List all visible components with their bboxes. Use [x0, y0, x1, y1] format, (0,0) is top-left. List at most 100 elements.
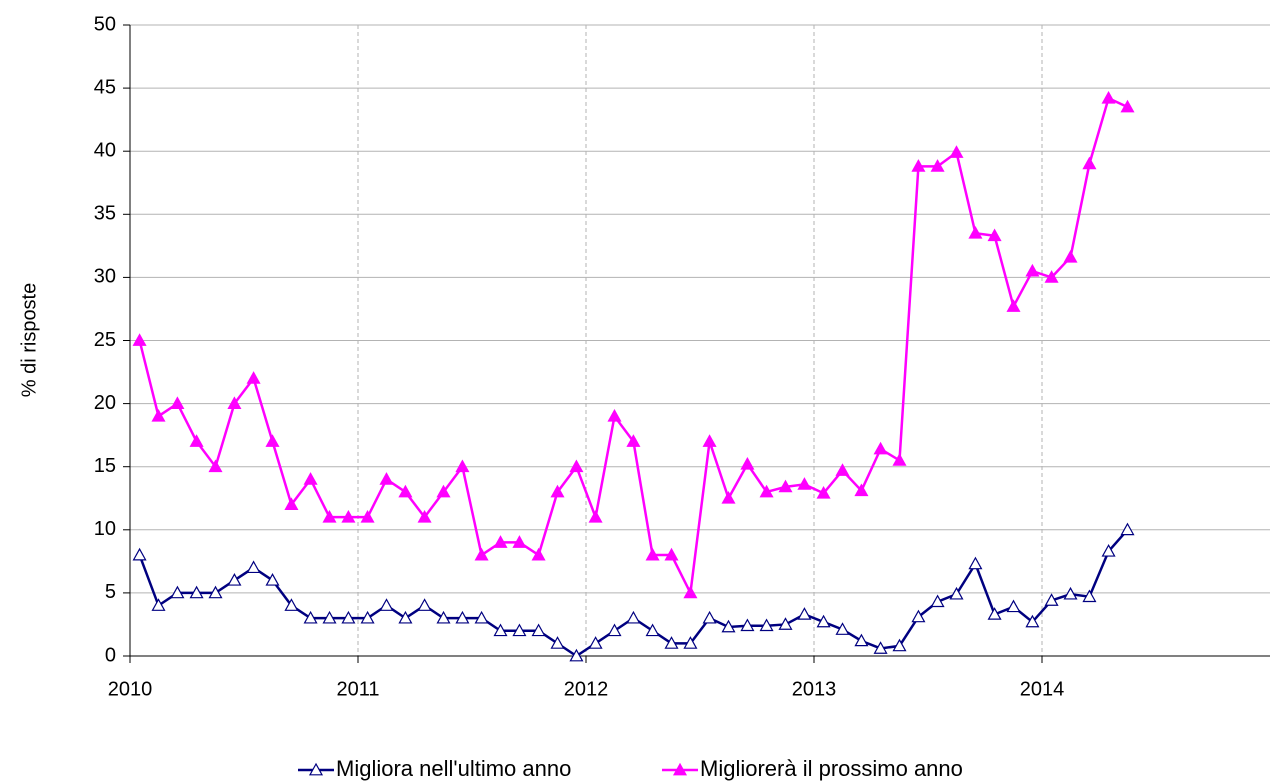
marker [987, 228, 1002, 242]
marker [417, 509, 432, 523]
legend-marker [308, 762, 324, 776]
marker [873, 641, 888, 654]
marker [702, 434, 717, 447]
marker [398, 610, 413, 624]
marker [1082, 589, 1097, 603]
marker [702, 610, 717, 624]
marker [455, 610, 470, 624]
y-tick-label: 10 [94, 518, 116, 540]
y-tick-label: 20 [94, 392, 116, 414]
marker [170, 585, 185, 599]
marker [493, 535, 508, 548]
marker [645, 547, 660, 561]
marker [854, 483, 869, 497]
x-tick-label: 2012 [564, 678, 609, 700]
marker [265, 434, 280, 447]
marker [246, 371, 261, 384]
marker [930, 159, 945, 172]
marker [379, 598, 394, 611]
marker [835, 622, 850, 635]
marker [588, 509, 603, 523]
marker [550, 636, 565, 649]
marker [1006, 299, 1021, 312]
marker [208, 459, 223, 473]
marker [455, 459, 470, 473]
marker [303, 610, 318, 624]
marker [1063, 586, 1078, 600]
marker [569, 648, 584, 662]
y-tick-label: 25 [94, 329, 116, 351]
marker [816, 614, 831, 628]
y-tick-label: 0 [105, 644, 116, 666]
y-tick-label: 45 [94, 76, 116, 98]
marker [797, 607, 812, 620]
marker [132, 333, 147, 346]
marker [721, 491, 736, 504]
marker [227, 396, 242, 409]
marker [911, 159, 926, 172]
marker [987, 607, 1002, 620]
marker [379, 472, 394, 485]
marker [797, 477, 812, 490]
marker [284, 598, 299, 611]
marker [759, 618, 774, 632]
marker [474, 547, 489, 561]
marker [360, 509, 375, 523]
marker [626, 434, 641, 447]
marker [1044, 593, 1059, 606]
y-axis-label: % di risposte [18, 283, 40, 398]
marker [835, 463, 850, 476]
marker [626, 610, 641, 624]
marker [588, 636, 603, 649]
marker [1101, 544, 1116, 557]
y-tick-label: 40 [94, 139, 116, 161]
marker [341, 610, 356, 624]
marker [1006, 599, 1021, 613]
marker [854, 633, 869, 647]
marker [246, 560, 261, 574]
x-tick-label: 2014 [1020, 678, 1065, 700]
marker [398, 484, 413, 498]
marker [664, 547, 679, 561]
marker [474, 610, 489, 624]
marker [1025, 263, 1040, 277]
marker [1082, 156, 1097, 170]
marker [189, 585, 204, 599]
marker [151, 598, 166, 611]
marker [645, 623, 660, 637]
marker [151, 408, 166, 422]
marker [721, 619, 736, 633]
marker [1044, 270, 1059, 283]
x-tick-label: 2013 [792, 678, 837, 700]
marker [436, 610, 451, 624]
marker [189, 434, 204, 447]
marker [930, 594, 945, 608]
marker [968, 556, 983, 570]
legend-label: Migliorerà il prossimo anno [700, 756, 963, 781]
legend-marker [672, 762, 688, 776]
x-tick-label: 2010 [108, 678, 153, 700]
marker [322, 509, 337, 523]
marker [892, 638, 907, 652]
marker [1120, 522, 1135, 536]
marker [892, 453, 907, 466]
marker [1101, 90, 1116, 104]
marker [170, 396, 185, 409]
marker [493, 623, 508, 637]
marker [949, 145, 964, 158]
marker [531, 547, 546, 561]
marker [436, 484, 451, 498]
marker [417, 598, 432, 611]
marker [740, 618, 755, 632]
marker [664, 636, 679, 649]
marker [265, 573, 280, 586]
x-tick-label: 2011 [336, 678, 379, 700]
y-tick-label: 50 [94, 13, 116, 35]
marker [208, 585, 223, 599]
y-tick-label: 30 [94, 266, 116, 288]
marker [512, 623, 527, 637]
marker [607, 623, 622, 637]
marker [740, 456, 755, 470]
marker [1063, 249, 1078, 263]
